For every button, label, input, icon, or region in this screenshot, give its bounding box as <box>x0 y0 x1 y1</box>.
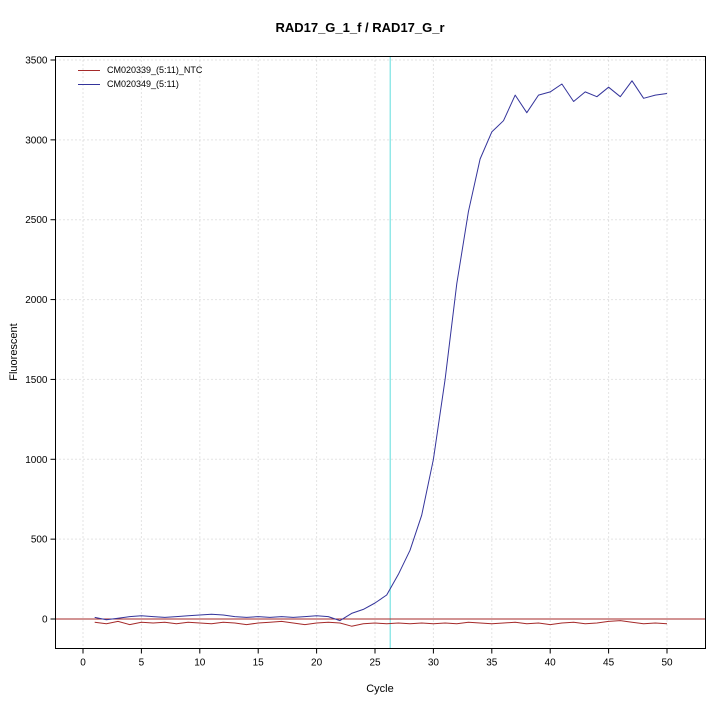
legend-label: CM020349_(5:11) <box>107 79 179 89</box>
svg-text:500: 500 <box>31 535 48 546</box>
chart-legend: CM020339_(5:11)_NTC CM020349_(5:11) <box>78 63 202 91</box>
legend-entry-sample: CM020349_(5:11) <box>78 77 202 91</box>
svg-text:0: 0 <box>42 615 48 626</box>
svg-text:10: 10 <box>194 658 206 669</box>
svg-text:30: 30 <box>428 658 440 669</box>
svg-text:20: 20 <box>311 658 323 669</box>
x-axis-label: Cycle <box>366 683 394 695</box>
legend-line-sample <box>78 83 100 85</box>
y-axis-label: Fluorescent <box>8 323 20 381</box>
svg-text:35: 35 <box>486 658 498 669</box>
svg-text:5: 5 <box>139 658 145 669</box>
svg-text:45: 45 <box>603 658 615 669</box>
svg-text:3000: 3000 <box>25 135 48 146</box>
chart-title: RAD17_G_1_f / RAD17_G_r <box>275 20 445 35</box>
legend-entry-ntc: CM020339_(5:11)_NTC <box>78 63 202 77</box>
svg-text:15: 15 <box>253 658 265 669</box>
svg-text:0: 0 <box>80 658 86 669</box>
svg-text:1500: 1500 <box>25 375 48 386</box>
svg-text:2000: 2000 <box>25 295 48 306</box>
svg-text:50: 50 <box>661 658 673 669</box>
svg-text:25: 25 <box>369 658 381 669</box>
legend-label: CM020339_(5:11)_NTC <box>107 65 203 75</box>
svg-text:1000: 1000 <box>25 455 48 466</box>
legend-line-sample-ntc <box>78 69 100 71</box>
svg-text:40: 40 <box>545 658 557 669</box>
svg-text:2500: 2500 <box>25 215 48 226</box>
svg-text:3500: 3500 <box>25 56 48 67</box>
